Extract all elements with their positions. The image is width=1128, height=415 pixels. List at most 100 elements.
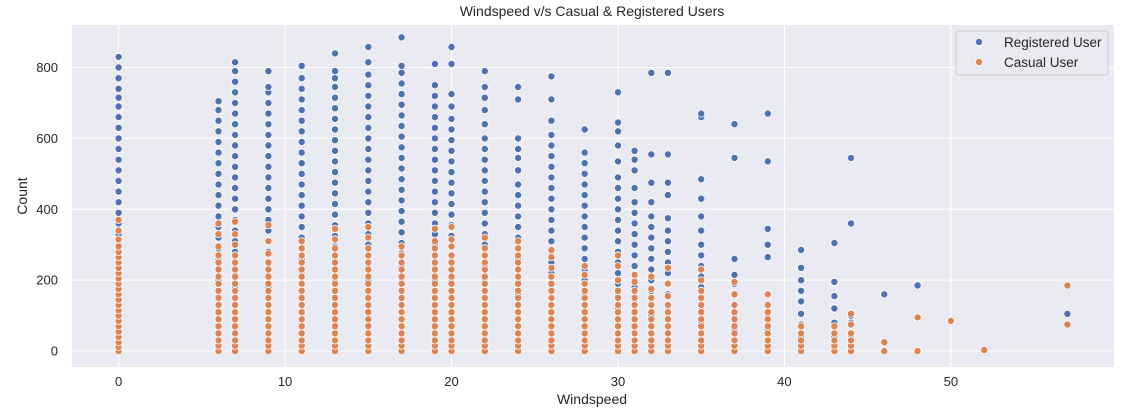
registered-user-point [630, 208, 639, 217]
axis-ticks: 0 10 20 30 40 50 0 200 400 600 800 [36, 60, 958, 389]
casual-user-point [730, 336, 739, 345]
casual-user-point [514, 293, 523, 302]
registered-user-point [880, 290, 889, 299]
registered-user-point [730, 270, 739, 279]
casual-user-point [330, 293, 339, 302]
casual-user-point [447, 329, 456, 338]
legend-marker-registered [975, 38, 984, 47]
registered-user-point [330, 168, 339, 177]
casual-user-point [447, 242, 456, 251]
legend-marker-casual [975, 58, 984, 67]
registered-user-point [447, 43, 456, 52]
registered-user-point [797, 263, 806, 272]
registered-user-point [430, 208, 439, 217]
casual-user-point [514, 329, 523, 338]
casual-user-point [114, 226, 123, 235]
casual-user-point [330, 272, 339, 281]
casual-user-point [264, 293, 273, 302]
casual-user-point [647, 322, 656, 331]
registered-user-point [330, 125, 339, 134]
casual-user-point [231, 258, 240, 267]
casual-user-point [364, 315, 373, 324]
registered-user-point [580, 180, 589, 189]
registered-user-point [480, 93, 489, 102]
casual-user-point [214, 258, 223, 267]
registered-user-point [447, 114, 456, 123]
casual-user-point [264, 308, 273, 317]
casual-user-point [364, 336, 373, 345]
registered-user-point [364, 176, 373, 185]
registered-user-point [614, 205, 623, 214]
registered-user-point [480, 134, 489, 143]
registered-user-point [297, 116, 306, 125]
casual-user-point [397, 322, 406, 331]
registered-user-point [580, 201, 589, 210]
casual-user-point [697, 300, 706, 309]
registered-user-point [830, 304, 839, 313]
casual-user-point [614, 286, 623, 295]
registered-user-point [364, 187, 373, 196]
casual-user-point [430, 258, 439, 267]
registered-user-point [264, 152, 273, 161]
registered-user-point [614, 194, 623, 203]
registered-user-point [114, 134, 123, 143]
registered-user-point [514, 95, 523, 104]
casual-user-point [447, 279, 456, 288]
casual-user-point [847, 336, 856, 345]
x-tick-label: 40 [777, 374, 791, 389]
y-tick-label: 400 [36, 202, 58, 217]
registered-user-point [430, 144, 439, 153]
registered-user-point [114, 155, 123, 164]
registered-user-point [630, 155, 639, 164]
registered-user-point [547, 173, 556, 182]
casual-user-point [297, 308, 306, 317]
casual-user-point [214, 315, 223, 324]
registered-user-point [730, 153, 739, 162]
casual-user-point [630, 293, 639, 302]
registered-user-point [630, 198, 639, 207]
casual-user-point [614, 336, 623, 345]
registered-user-point [797, 309, 806, 318]
registered-user-point [480, 176, 489, 185]
casual-user-point [447, 272, 456, 281]
registered-user-point [330, 136, 339, 145]
registered-user-point [264, 205, 273, 214]
registered-user-point [114, 187, 123, 196]
registered-user-point [330, 157, 339, 166]
registered-user-point [697, 251, 706, 260]
casual-user-point [547, 286, 556, 295]
casual-user-point [264, 336, 273, 345]
registered-user-point [663, 191, 672, 200]
casual-user-point [430, 237, 439, 246]
registered-user-point [330, 146, 339, 155]
registered-user-point [697, 175, 706, 184]
casual-user-point [514, 336, 523, 345]
registered-user-point [330, 178, 339, 187]
registered-user-point [364, 155, 373, 164]
casual-user-point [580, 261, 589, 270]
casual-user-point [763, 300, 772, 309]
registered-user-point [763, 224, 772, 233]
casual-user-point [763, 322, 772, 331]
casual-user-point [397, 279, 406, 288]
registered-user-point [231, 99, 240, 108]
casual-user-point [480, 336, 489, 345]
casual-user-point [547, 300, 556, 309]
casual-user-point [580, 270, 589, 279]
registered-user-point [231, 194, 240, 203]
casual-user-point [830, 329, 839, 338]
registered-user-point [547, 237, 556, 246]
casual-user-point [730, 308, 739, 317]
registered-user-point [364, 166, 373, 175]
registered-user-point [630, 146, 639, 155]
casual-user-point [214, 329, 223, 338]
casual-user-point [364, 222, 373, 231]
registered-user-point [397, 175, 406, 184]
registered-user-point [364, 123, 373, 132]
registered-user-point [547, 141, 556, 150]
casual-user-point [364, 279, 373, 288]
casual-user-point [580, 308, 589, 317]
registered-user-point [264, 141, 273, 150]
casual-user-point [297, 336, 306, 345]
registered-user-point [763, 240, 772, 249]
